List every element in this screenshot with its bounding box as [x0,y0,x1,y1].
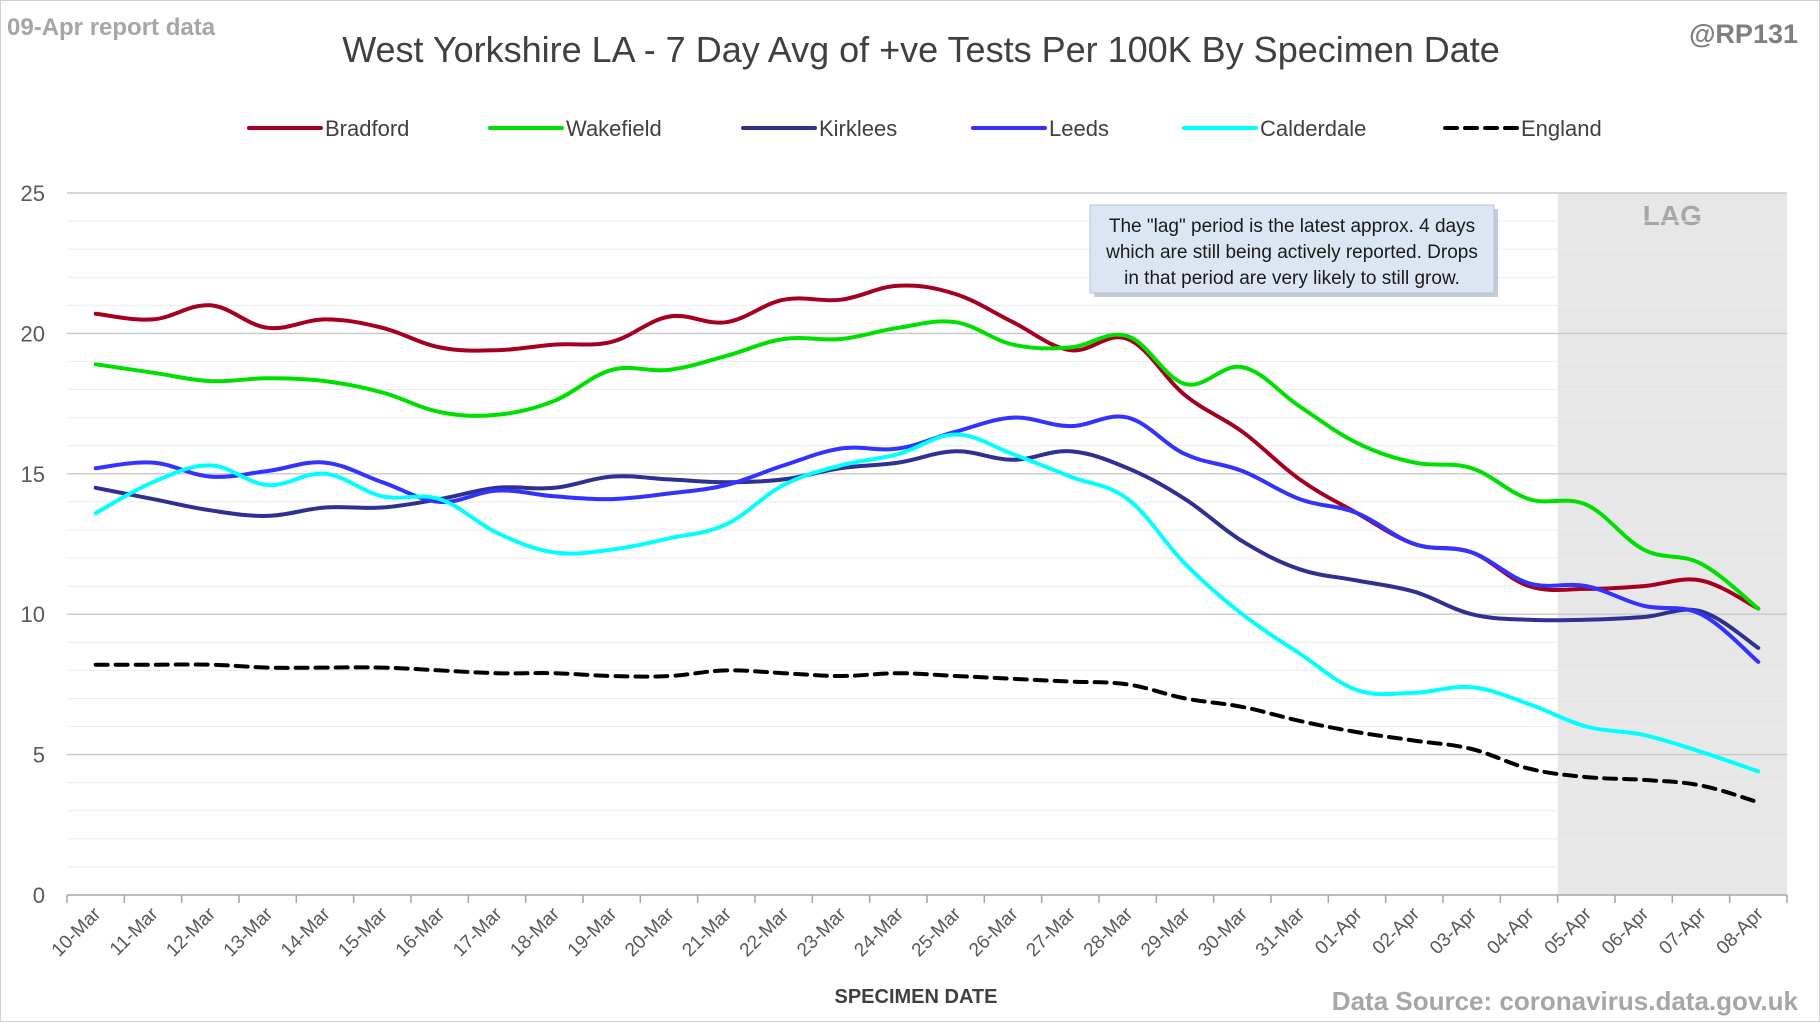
x-tick-label: 05-Apr [1541,903,1597,959]
legend-label-leeds: Leeds [1049,116,1109,141]
y-tick-label: 25 [21,181,45,206]
series-line-wakefield [93,319,1761,611]
legend-label-bradford: Bradford [325,116,409,141]
x-tick-label: 13-Mar [220,903,278,961]
x-tick-label: 30-Mar [1194,903,1252,961]
series-line-calderdale [93,432,1761,774]
x-tick-label: 11-Mar [106,903,163,960]
chart-title: West Yorkshire LA - 7 Day Avg of +ve Tes… [342,29,1500,70]
x-tick-label: 23-Mar [793,903,851,961]
lag-note-line-1: The "lag" period is the latest approx. 4… [1109,216,1475,237]
x-axis: 10-Mar 11-Mar 12-Mar 13-Mar 14-Mar 15-Mar 16-M… [48,894,1788,961]
legend-label-wakefield: Wakefield [566,116,662,141]
x-tick-label: 19-Mar [564,903,622,961]
y-axis-ticks: 0 5 10 15 20 25 [21,181,45,908]
x-tick-label: 27-Mar [1022,903,1080,961]
lag-period-band [1557,193,1787,895]
lag-note: The "lag" period is the latest approx. 4… [1089,204,1498,297]
x-tick-label: 08-Apr [1713,903,1769,959]
x-tick-label: 01-Apr [1311,903,1367,959]
grid-lines [67,192,1787,868]
x-tick-label: 17-Mar [449,903,507,961]
y-tick-label: 5 [33,743,45,768]
series-line-kirklees [93,449,1761,650]
series-line-leeds [93,414,1761,664]
y-tick-label: 0 [33,883,45,908]
lag-note-box [1089,204,1495,294]
lag-note-line-3: in that period are very likely to still … [1124,268,1460,289]
y-tick-label: 20 [21,321,45,346]
x-tick-label: 25-Mar [908,903,966,961]
data-source: Data Source: coronavirus.data.gov.uk [1332,986,1799,1016]
x-tick-label: 28-Mar [1080,903,1138,961]
x-tick-label: 15-Mar [334,903,392,961]
x-tick-label: 16-Mar [392,903,450,961]
legend: Bradford Wakefield Kirklees Leeds Calderdale… [247,116,1602,141]
series-lines [93,283,1761,805]
x-tick-label: 04-Apr [1483,903,1539,959]
x-tick-label: 14-Mar [277,903,335,961]
y-tick-label: 10 [21,602,45,627]
x-tick-label: 07-Apr [1655,903,1711,959]
lag-label: LAG [1643,200,1702,231]
x-tick-label: 10-Mar [48,903,106,961]
x-axis-label: SPECIMEN DATE [835,986,998,1008]
x-tick-label: 20-Mar [621,903,679,961]
x-tick-label: 12-Mar [162,903,220,961]
x-tick-label: 22-Mar [736,903,794,961]
x-tick-label: 31-Mar [1252,903,1310,961]
x-tick-label: 18-Mar [506,903,564,961]
x-tick-label: 29-Mar [1137,903,1195,961]
x-tick-label: 02-Apr [1369,903,1425,959]
report-date-label: 09-Apr report data [7,14,216,41]
x-tick-label: 06-Apr [1598,903,1654,959]
lag-note-line-2: which are still being actively reported.… [1105,242,1478,263]
x-tick-label: 26-Mar [965,903,1023,961]
y-tick-label: 15 [21,462,45,487]
x-tick-label: 21-Mar [678,903,736,961]
legend-label-calderdale: Calderdale [1260,116,1366,141]
series-line-england [93,662,1761,805]
x-tick-label: 24-Mar [850,903,908,961]
legend-label-kirklees: Kirklees [819,116,897,141]
author-handle: @RP131 [1689,19,1798,49]
x-tick-label: 03-Apr [1426,903,1482,959]
legend-label-england: England [1521,116,1602,141]
